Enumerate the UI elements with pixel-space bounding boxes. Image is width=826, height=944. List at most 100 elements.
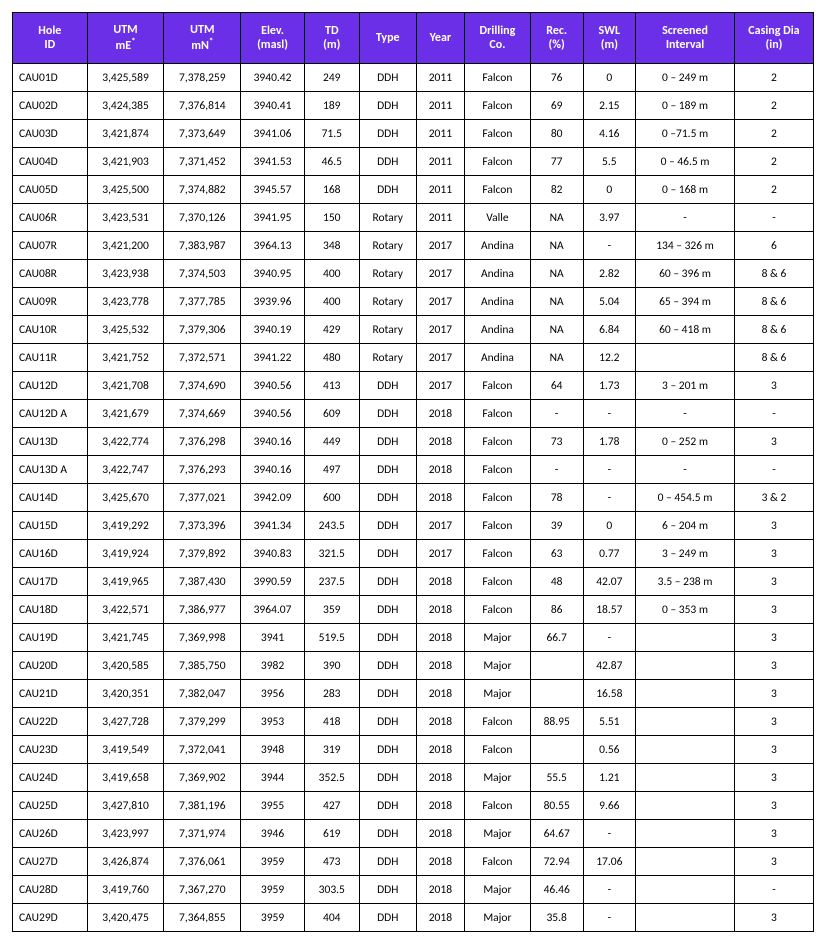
cell-year: 2018 [416,624,464,652]
cell-elev: 3959 [241,876,305,904]
cell-swl: - [583,876,636,904]
cell-year: 2011 [416,92,464,120]
cell-screened: 3 – 201 m [636,372,735,400]
cell-type: DDH [359,456,416,484]
cell-hole_id: CAU05D [13,176,88,204]
cell-screened: 0 – 454.5 m [636,484,735,512]
table-row: CAU19D3,421,7457,369,9983941519.5DDH2018… [13,624,814,652]
cell-casing: 2 [734,176,813,204]
cell-elev: 3944 [241,764,305,792]
cell-screened [636,708,735,736]
cell-casing: 3 [734,736,813,764]
cell-casing: 8 & 6 [734,344,813,372]
cell-drilling_co: Falcon [465,792,531,820]
cell-rec: 63 [530,540,583,568]
cell-hole_id: CAU08R [13,260,88,288]
cell-drilling_co: Falcon [465,148,531,176]
cell-screened: - [636,204,735,232]
cell-utm_mn: 7,376,061 [164,848,241,876]
cell-td: 283 [304,680,359,708]
table-row: CAU03D3,421,8747,373,6493941.0671.5DDH20… [13,120,814,148]
cell-type: DDH [359,624,416,652]
cell-hole_id: CAU20D [13,652,88,680]
cell-screened: 134 – 326 m [636,232,735,260]
cell-rec: 88.95 [530,708,583,736]
cell-td: 400 [304,260,359,288]
col-header-type: Type [359,13,416,64]
col-header-rec: Rec.(%) [530,13,583,64]
cell-screened [636,876,735,904]
table-row: CAU02D3,424,3857,376,8143940.41189DDH201… [13,92,814,120]
cell-utm_me: 3,423,531 [87,204,164,232]
cell-drilling_co: Falcon [465,540,531,568]
cell-type: DDH [359,820,416,848]
cell-swl: 5.5 [583,148,636,176]
cell-td: 400 [304,288,359,316]
cell-drilling_co: Falcon [465,428,531,456]
cell-utm_me: 3,421,903 [87,148,164,176]
cell-utm_me: 3,420,351 [87,680,164,708]
cell-casing: 3 & 2 [734,484,813,512]
cell-type: DDH [359,876,416,904]
cell-casing: 8 & 6 [734,316,813,344]
cell-rec: NA [530,260,583,288]
cell-td: 600 [304,484,359,512]
cell-hole_id: CAU14D [13,484,88,512]
cell-utm_mn: 7,385,750 [164,652,241,680]
cell-rec: 46.46 [530,876,583,904]
cell-type: Rotary [359,204,416,232]
cell-drilling_co: Andina [465,288,531,316]
cell-screened: 0 –71.5 m [636,120,735,148]
cell-year: 2018 [416,596,464,624]
cell-type: Rotary [359,260,416,288]
cell-casing: 3 [734,764,813,792]
cell-elev: 3946 [241,820,305,848]
cell-swl: 12.2 [583,344,636,372]
cell-casing: 2 [734,64,813,92]
cell-hole_id: CAU07R [13,232,88,260]
cell-casing: 3 [734,652,813,680]
cell-type: Rotary [359,232,416,260]
cell-type: DDH [359,176,416,204]
cell-casing: 3 [734,568,813,596]
cell-type: DDH [359,148,416,176]
table-row: CAU24D3,419,6587,369,9023944352.5DDH2018… [13,764,814,792]
cell-drilling_co: Falcon [465,176,531,204]
cell-swl: - [583,456,636,484]
cell-elev: 3940.83 [241,540,305,568]
cell-year: 2018 [416,876,464,904]
cell-type: DDH [359,92,416,120]
cell-rec: 73 [530,428,583,456]
cell-td: 427 [304,792,359,820]
cell-swl: 1.78 [583,428,636,456]
cell-td: 609 [304,400,359,428]
cell-drilling_co: Andina [465,344,531,372]
cell-drilling_co: Falcon [465,92,531,120]
cell-elev: 3940.16 [241,456,305,484]
cell-screened: 0 – 249 m [636,64,735,92]
cell-utm_me: 3,419,965 [87,568,164,596]
cell-screened [636,820,735,848]
cell-year: 2018 [416,764,464,792]
table-row: CAU18D3,422,5717,386,9773964.07359DDH201… [13,596,814,624]
cell-elev: 3940.56 [241,372,305,400]
cell-screened: 0 – 252 m [636,428,735,456]
cell-hole_id: CAU17D [13,568,88,596]
table-row: CAU20D3,420,5857,385,7503982390DDH2018Ma… [13,652,814,680]
cell-casing: - [734,876,813,904]
table-row: CAU22D3,427,7287,379,2993953418DDH2018Fa… [13,708,814,736]
cell-type: DDH [359,400,416,428]
cell-drilling_co: Major [465,904,531,932]
cell-elev: 3941.95 [241,204,305,232]
cell-screened: - [636,400,735,428]
cell-elev: 3990.59 [241,568,305,596]
cell-hole_id: CAU24D [13,764,88,792]
cell-rec: 76 [530,64,583,92]
cell-year: 2018 [416,456,464,484]
cell-utm_me: 3,423,997 [87,820,164,848]
cell-type: DDH [359,428,416,456]
cell-elev: 3940.19 [241,316,305,344]
cell-elev: 3959 [241,848,305,876]
cell-drilling_co: Andina [465,260,531,288]
cell-rec: 39 [530,512,583,540]
